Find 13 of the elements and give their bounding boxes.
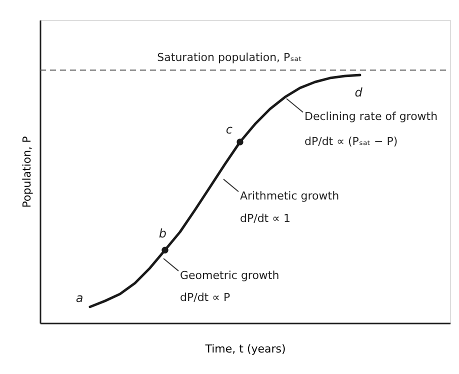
annotation: dP/dt ∝ 1 [240, 212, 290, 225]
annotation: Geometric growth [180, 268, 280, 282]
annotation: dP/dt ∝ P [180, 291, 230, 304]
x-axis-title: Time, t (years) [204, 342, 286, 356]
annotation: c [226, 122, 233, 137]
annotation: dP/dt ∝ (Pₛₐₜ − P) [304, 134, 398, 148]
annotation: a [76, 291, 84, 306]
annotation: d [354, 85, 363, 100]
annotation: Arithmetic growth [240, 190, 340, 203]
annotation: b [158, 226, 167, 241]
ref-line-label: Saturation population, Pₛₐₜ [157, 51, 302, 64]
annotation: Declining rate of growth [304, 110, 438, 124]
y-axis-title: Population, P [20, 136, 34, 208]
